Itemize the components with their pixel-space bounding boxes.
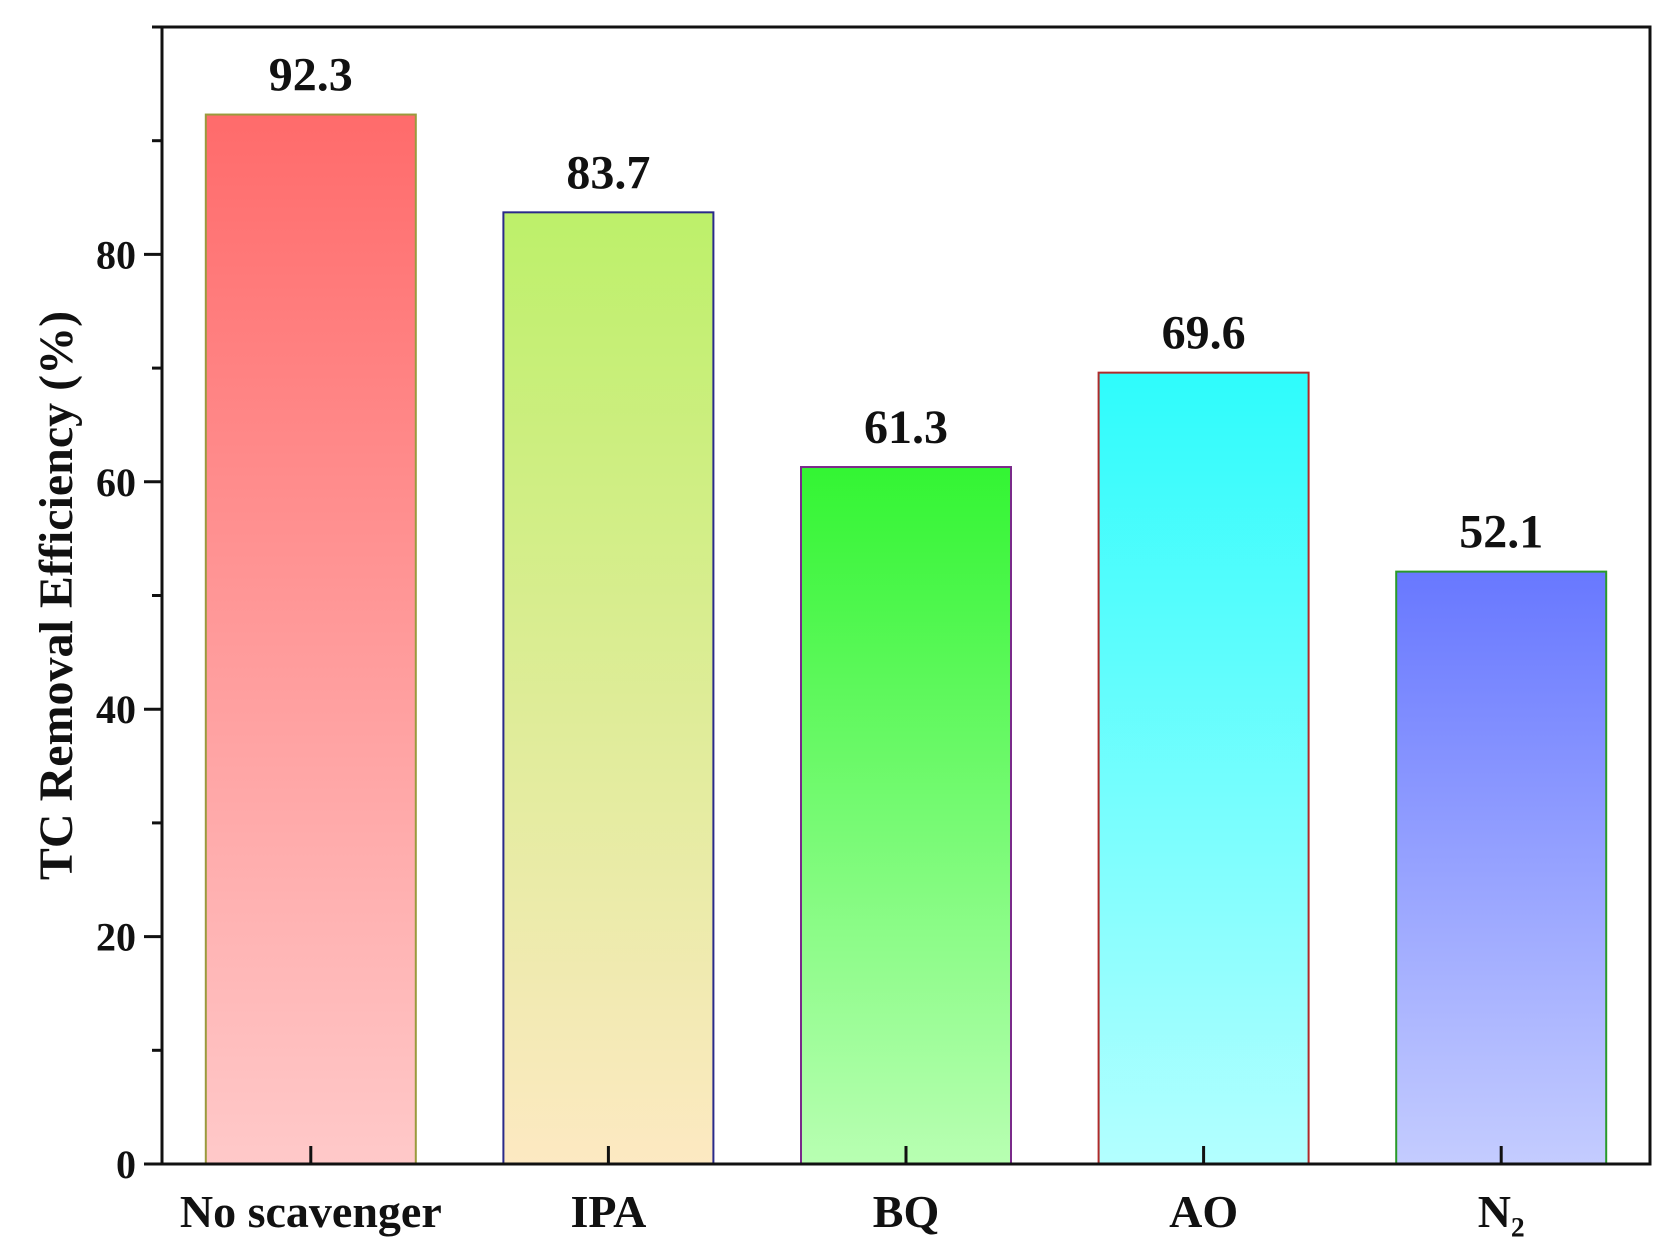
- y-tick-label-40: 40: [96, 687, 136, 732]
- y-tick-label-20: 20: [96, 915, 136, 960]
- bar-n2: [1395, 570, 1608, 1165]
- x-tick-label-bq: BQ: [873, 1186, 939, 1237]
- bar-ipa: [502, 211, 715, 1165]
- data-label-ipa: 83.7: [566, 146, 650, 199]
- x-tick-label-no-scavenger: No scavenger: [180, 1186, 442, 1237]
- data-label-ao: 69.6: [1162, 307, 1246, 360]
- bar-ao: [1097, 371, 1310, 1165]
- x-tick-label-ipa: IPA: [570, 1186, 646, 1237]
- y-tick-label-60: 60: [96, 460, 136, 505]
- data-label-bq: 61.3: [864, 401, 948, 454]
- bar-bq: [800, 466, 1012, 1166]
- x-tick-label-ao: AO: [1169, 1186, 1238, 1237]
- bar-no-scavenger: [204, 113, 417, 1166]
- x-tick-label-n2: N₂: [1478, 1186, 1525, 1237]
- ticks-layer: [144, 25, 1503, 1166]
- data-label-n2: 52.1: [1459, 506, 1543, 559]
- y-axis-title: TC Removal Efficiency (%): [30, 311, 83, 880]
- y-tick-label-80: 80: [96, 232, 136, 277]
- data-label-no-scavenger: 92.3: [269, 49, 353, 102]
- labels-layer: 92.3 No scavenger 83.7 IPA 61.3 BQ 69.6 AO 52.1 N…: [96, 49, 1543, 1237]
- y-tick-label-0: 0: [116, 1142, 136, 1187]
- bars-layer: [204, 113, 1608, 1166]
